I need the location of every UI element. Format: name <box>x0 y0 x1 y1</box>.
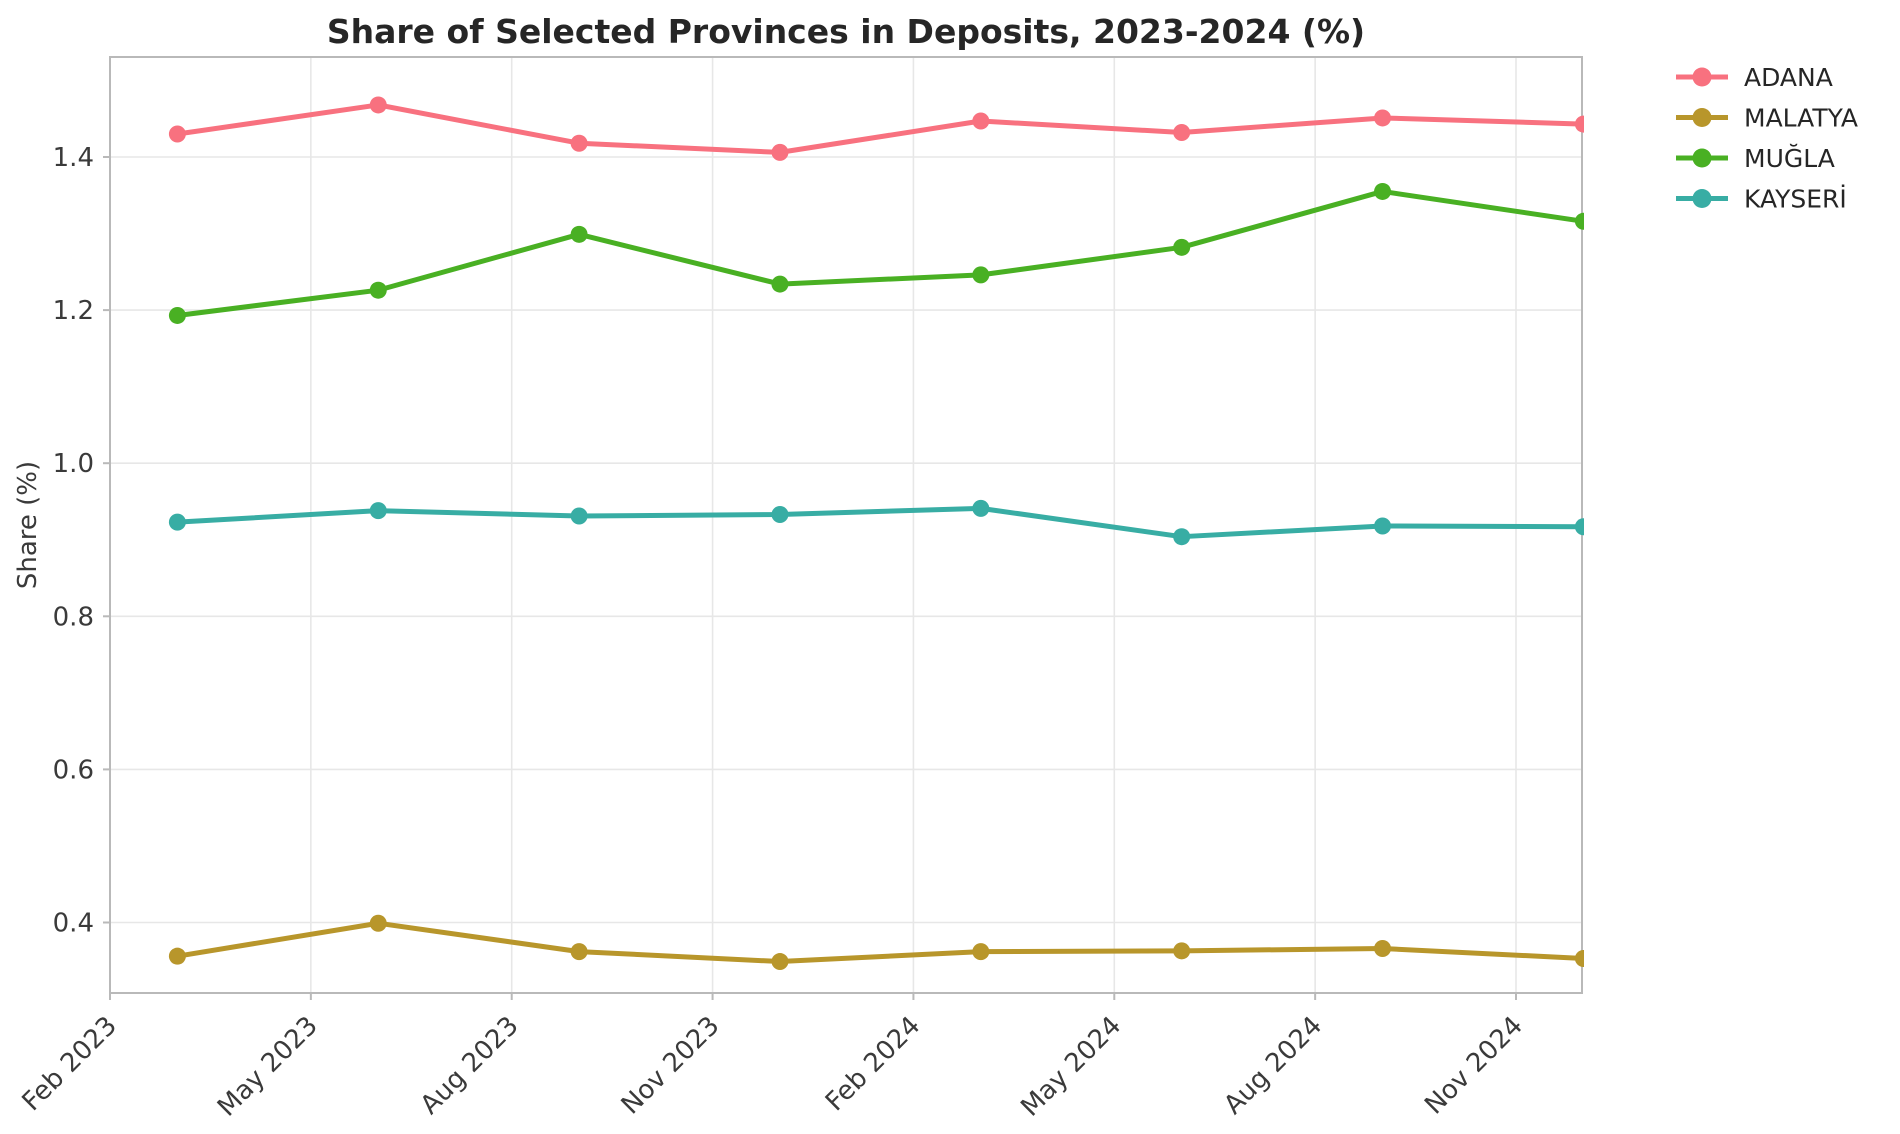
series-line <box>174 920 1584 965</box>
data-point <box>570 225 588 243</box>
legend-label: MALATYA <box>1744 104 1858 133</box>
y-tick-label: 1.0 <box>53 449 94 479</box>
legend-item-malatya: MALATYA <box>1676 104 1858 133</box>
legend-marker <box>1692 148 1712 168</box>
data-point <box>972 112 990 130</box>
y-tick-label: 1.4 <box>53 143 94 173</box>
data-point <box>771 505 789 523</box>
x-tick-label: Aug 2023 <box>415 1011 525 1121</box>
x-tick-label: Nov 2023 <box>616 1011 726 1121</box>
data-point <box>771 143 789 161</box>
y-tick-label: 0.6 <box>53 755 94 785</box>
series-line <box>174 188 1584 318</box>
data-point <box>570 134 588 152</box>
legend-marker <box>1692 67 1712 87</box>
data-point <box>1574 212 1584 230</box>
data-point <box>570 943 588 961</box>
series-MUĞLA <box>168 182 1584 324</box>
data-point <box>570 507 588 525</box>
data-point <box>1173 942 1191 960</box>
y-axis-label: Share (%) <box>13 461 43 589</box>
chart-title: Share of Selected Provinces in Deposits,… <box>326 12 1366 51</box>
data-point <box>1574 518 1584 536</box>
legend-marker <box>1692 189 1712 208</box>
data-point <box>972 266 990 284</box>
legend-label: MUĞLA <box>1744 143 1835 173</box>
data-point <box>1173 528 1191 546</box>
legend-label: ADANA <box>1744 63 1833 92</box>
series-MALATYA <box>168 914 1584 971</box>
x-tick-label: May 2024 <box>1015 1011 1127 1123</box>
data-point <box>771 275 789 293</box>
data-point <box>1374 940 1392 958</box>
x-tick-label: Aug 2024 <box>1218 1011 1328 1121</box>
data-point <box>1374 517 1392 535</box>
x-tick-label: Nov 2024 <box>1419 1011 1529 1121</box>
data-point <box>168 947 186 965</box>
y-tick-label: 1.2 <box>53 296 94 326</box>
data-point <box>1173 238 1191 256</box>
data-point <box>369 281 387 299</box>
series-line <box>174 102 1584 155</box>
data-point <box>369 914 387 932</box>
data-point <box>168 513 186 531</box>
legend-label: KAYSERİ <box>1744 185 1847 214</box>
data-point <box>1374 182 1392 200</box>
x-tick-label: May 2023 <box>212 1011 324 1123</box>
data-point <box>972 943 990 961</box>
data-point <box>369 502 387 520</box>
data-point <box>1173 124 1191 142</box>
legend-item-kayseri̇: KAYSERİ <box>1676 185 1847 214</box>
data-point <box>369 96 387 114</box>
series-KAYSERİ <box>168 499 1584 546</box>
x-tick-label: Feb 2023 <box>17 1011 123 1117</box>
x-tick-label: Feb 2024 <box>820 1011 926 1117</box>
data-point <box>1574 115 1584 133</box>
y-tick-label: 0.8 <box>53 602 94 632</box>
series-ADANA <box>168 96 1584 161</box>
series-line <box>174 505 1584 540</box>
legend-item-muğla: MUĞLA <box>1676 143 1835 173</box>
data-point <box>1374 109 1392 127</box>
data-point <box>771 953 789 971</box>
data-point <box>1574 949 1584 967</box>
data-point <box>972 499 990 517</box>
y-tick-label: 0.4 <box>53 909 94 939</box>
legend-item-adana: ADANA <box>1676 63 1833 92</box>
data-point <box>168 125 186 143</box>
data-point <box>168 306 186 324</box>
legend-marker <box>1692 108 1712 127</box>
